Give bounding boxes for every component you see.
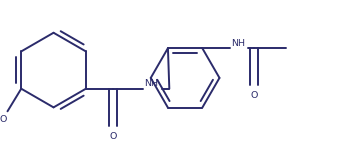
Text: NH: NH bbox=[144, 79, 158, 88]
Text: O: O bbox=[251, 91, 258, 100]
Text: O: O bbox=[0, 115, 6, 124]
Text: O: O bbox=[110, 132, 117, 141]
Text: NH: NH bbox=[231, 39, 245, 48]
